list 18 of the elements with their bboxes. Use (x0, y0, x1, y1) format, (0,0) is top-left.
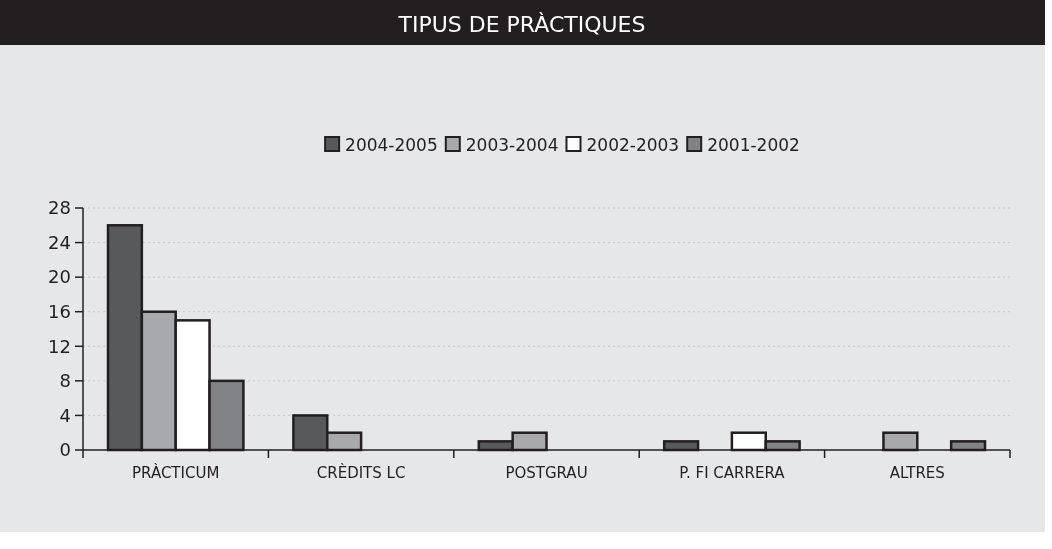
y-tick-label: 16 (48, 301, 71, 323)
x-tick-label: CRÈDITS LC (316, 463, 406, 482)
legend-label: 2002-2003 (586, 134, 680, 155)
y-tick-label: 28 (48, 197, 71, 219)
x-tick-label: POSTGRAU (505, 464, 588, 482)
y-tick-label: 24 (48, 231, 71, 253)
y-tick-label: 12 (48, 335, 71, 357)
legend-label: 2004-2005 (345, 134, 438, 155)
legend-label: 2001-2002 (707, 134, 800, 155)
x-tick-label: PRÀCTICUM (132, 463, 220, 482)
y-tick-label: 20 (48, 266, 71, 288)
y-tick-label: 4 (59, 404, 71, 426)
chart-title: TIPUS DE PRÀCTIQUES (397, 12, 646, 37)
legend-label: 2003-2004 (465, 134, 559, 155)
y-tick-label: 0 (59, 439, 71, 461)
x-tick-label: P. FI CARRERA (679, 464, 786, 482)
x-tick-label: ALTRES (889, 464, 945, 482)
y-tick-label: 8 (59, 370, 71, 392)
